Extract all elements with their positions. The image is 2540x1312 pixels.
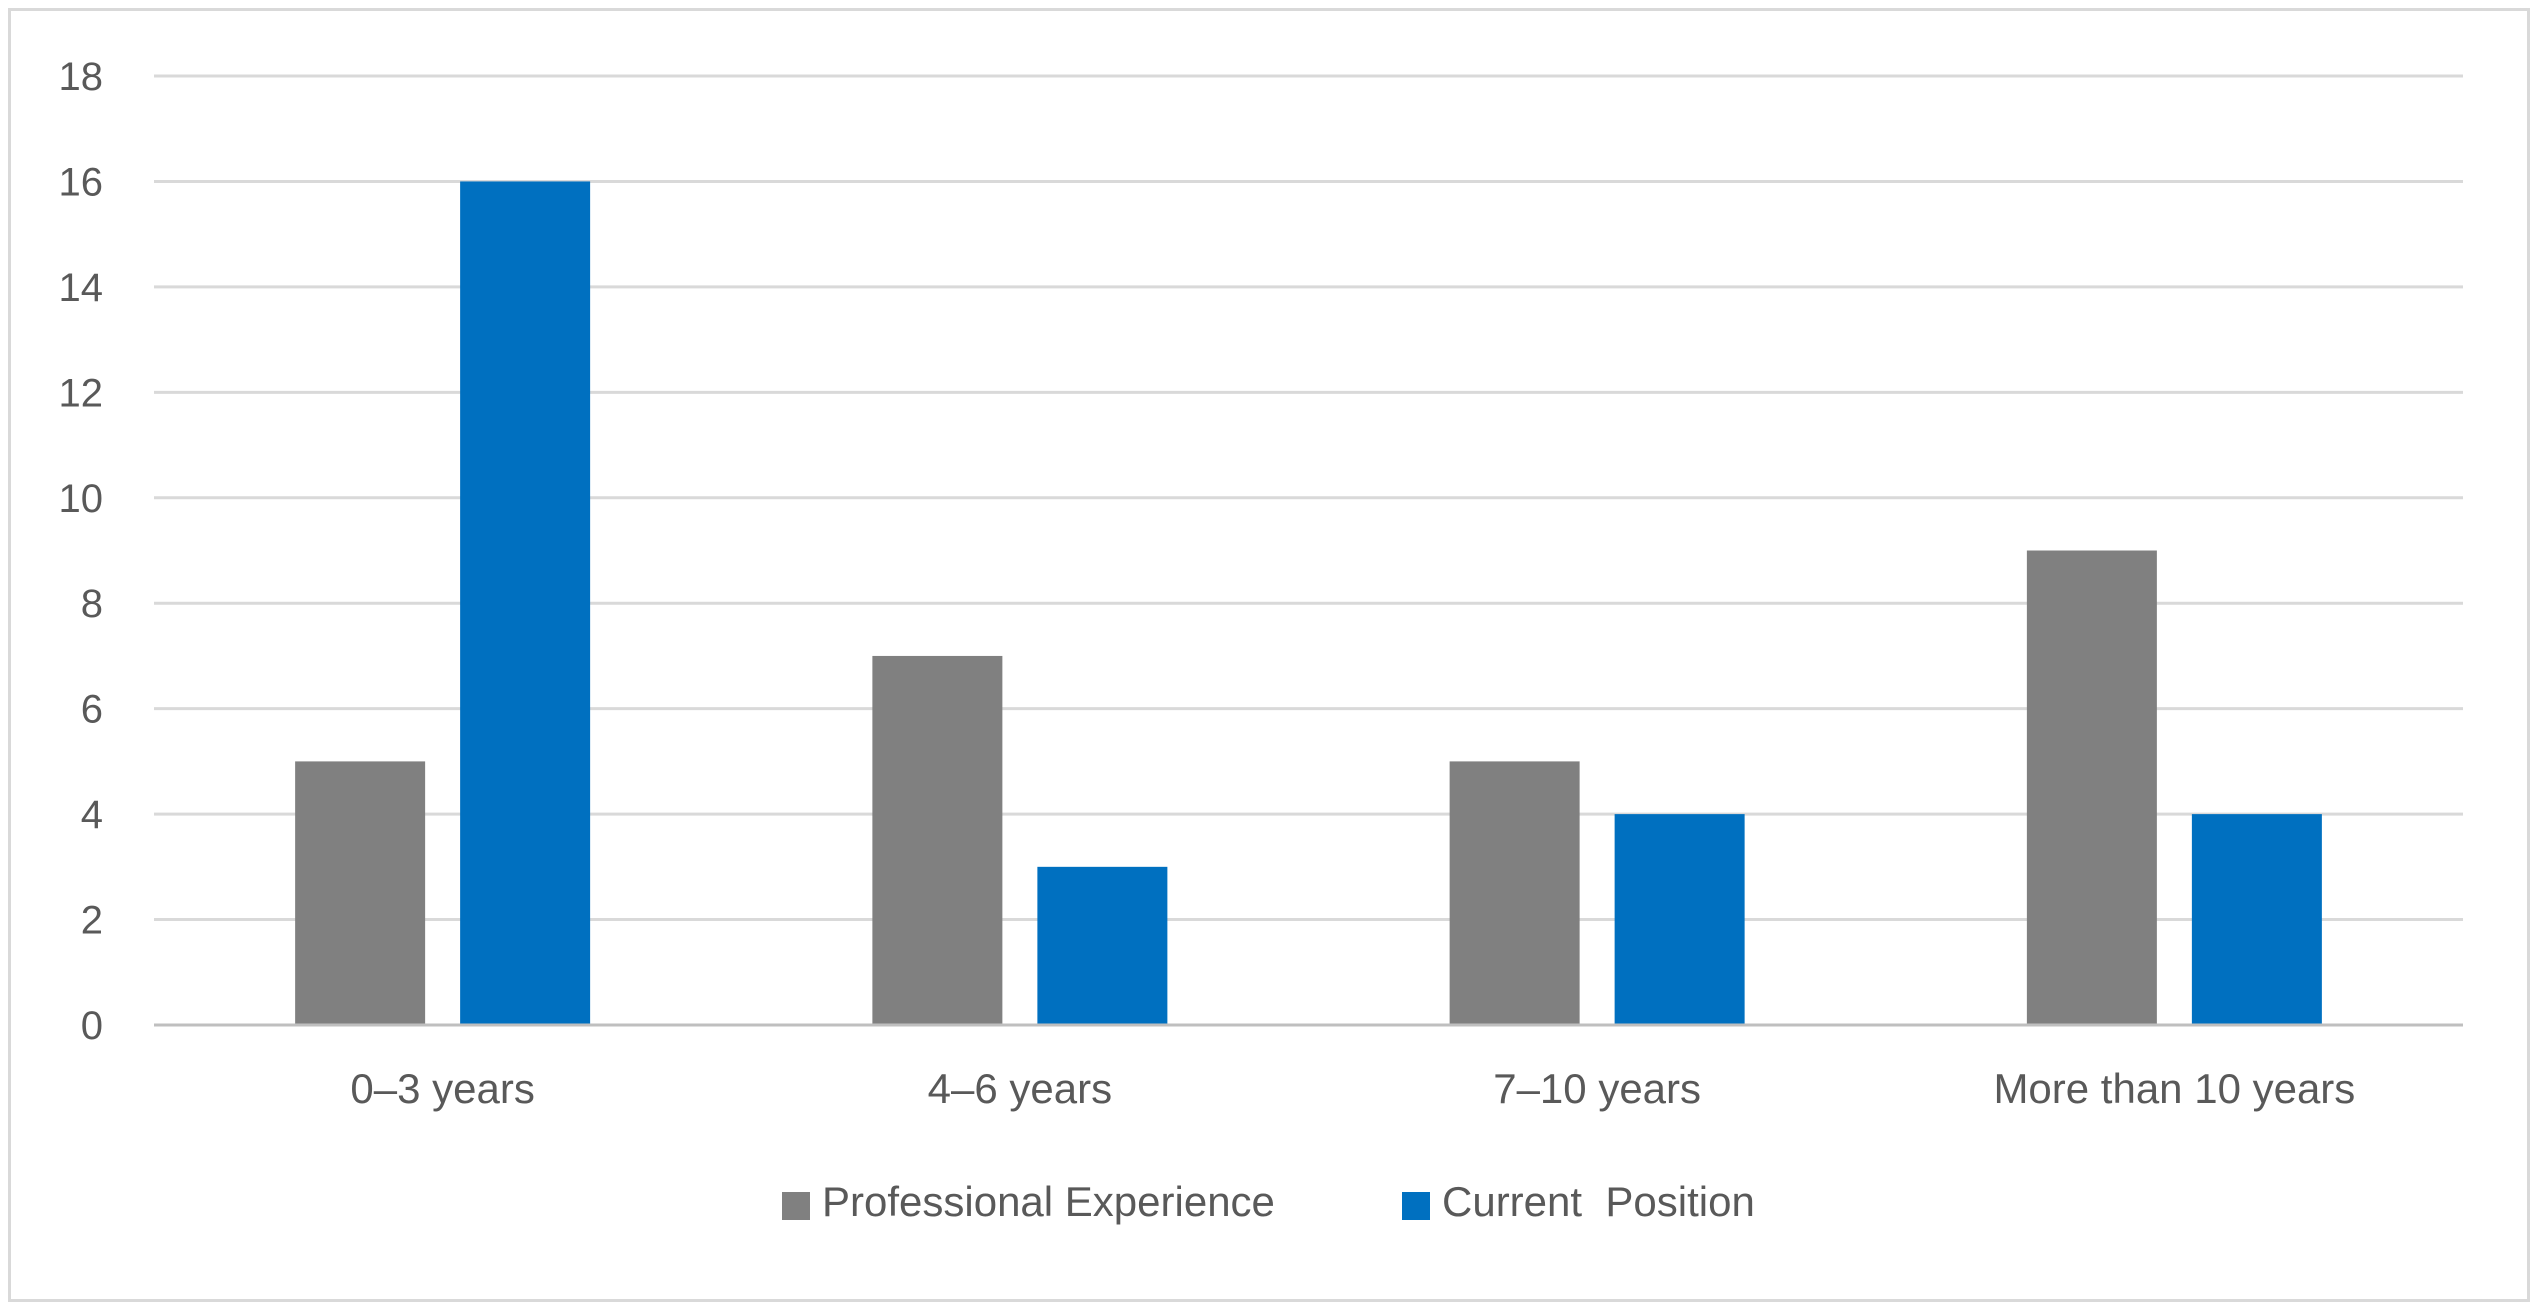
legend: Professional Experience Current Position	[782, 1178, 1755, 1225]
bar-professional-experience	[1449, 761, 1580, 1025]
y-tick-label: 0	[81, 1004, 103, 1048]
x-category-label: More than 10 years	[1993, 1065, 2355, 1112]
y-tick-label: 8	[81, 582, 103, 626]
x-category-label: 0–3 years	[350, 1065, 534, 1112]
bars	[295, 181, 2322, 1025]
y-tick-label: 6	[81, 688, 103, 732]
y-tick-label: 10	[59, 477, 104, 521]
bar-professional-experience	[295, 761, 426, 1025]
y-tick-label: 14	[59, 266, 104, 310]
legend-swatch	[782, 1192, 810, 1220]
y-tick-label: 12	[59, 371, 104, 415]
x-category-label: 4–6 years	[928, 1065, 1112, 1112]
y-tick-label: 18	[59, 55, 104, 99]
bar-professional-experience	[2026, 550, 2157, 1025]
y-tick-label: 4	[81, 793, 103, 837]
bar-current-position	[1614, 814, 1745, 1025]
x-axis-categories: 0–3 years 4–6 years 7–10 years More than 10…	[350, 1065, 2355, 1112]
bar-current-position	[1037, 866, 1168, 1025]
bar-current-position	[2191, 814, 2322, 1025]
bar-professional-experience	[872, 655, 1003, 1025]
x-category-label: 7–10 years	[1493, 1065, 1701, 1112]
bar-chart: 0 2 4 6 8 10 12 14 16 18 0–3 years 4–6 years 7–10 y…	[59, 55, 2463, 1225]
legend-label: Professional Experience	[822, 1178, 1275, 1225]
y-axis-ticks: 0 2 4 6 8 10 12 14 16 18	[59, 55, 104, 1048]
y-tick-label: 2	[81, 899, 103, 943]
y-tick-label: 16	[59, 160, 104, 204]
chart-frame: 0 2 4 6 8 10 12 14 16 18 0–3 years 4–6 years 7–10 y…	[8, 8, 2530, 1302]
legend-label: Current Position	[1442, 1178, 1755, 1225]
legend-swatch	[1402, 1192, 1430, 1220]
bar-current-position	[460, 181, 591, 1025]
